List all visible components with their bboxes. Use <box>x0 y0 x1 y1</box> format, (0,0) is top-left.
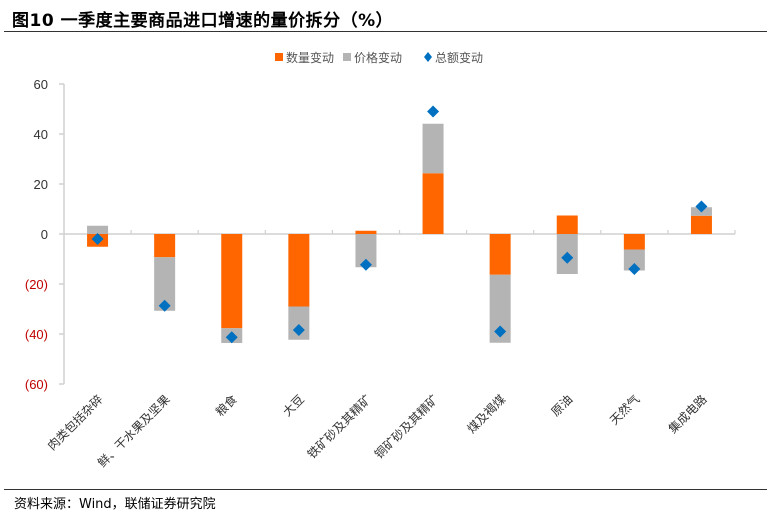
bar-quantity <box>690 215 712 234</box>
marker-total <box>427 105 440 118</box>
marker-total <box>695 200 708 213</box>
bar-quantity <box>355 230 377 234</box>
marker-total <box>292 324 305 336</box>
marker-total <box>359 258 372 271</box>
marker-total <box>225 331 238 344</box>
y-tick-label: 20 <box>34 177 48 192</box>
x-tick-label: 天然气 <box>606 392 642 428</box>
legend-swatch-price <box>343 53 351 61</box>
source-note: 资料来源：Wind，联储证券研究院 <box>14 497 216 512</box>
title-divider <box>4 31 767 32</box>
y-tick-label: 0 <box>41 227 48 242</box>
bar-price <box>355 234 377 268</box>
y-tick-label: 60 <box>34 77 48 92</box>
marker-total <box>494 325 507 338</box>
bar-quantity <box>288 234 310 307</box>
bar-quantity <box>556 215 578 234</box>
bar-price <box>489 274 511 343</box>
bar-price <box>288 306 310 340</box>
y-tick-label: (60) <box>25 377 48 392</box>
x-tick-label: 集成电路 <box>665 392 710 437</box>
y-tick-label: (40) <box>25 327 48 342</box>
x-tick-label: 煤及褐煤 <box>464 392 509 437</box>
legend-label: 数量变动 <box>286 50 334 65</box>
y-tick-label: (20) <box>25 277 48 292</box>
marker-total <box>91 233 104 245</box>
y-tick-label: 40 <box>34 127 48 142</box>
x-tick-label: 铜矿砂及其精矿 <box>371 392 441 462</box>
bar-quantity <box>422 173 444 234</box>
bar-price <box>422 123 444 174</box>
bar-quantity <box>221 234 243 329</box>
bar-quantity <box>154 234 176 258</box>
marker-total <box>561 251 574 264</box>
legend-swatch-total <box>424 52 432 62</box>
x-tick-label: 原油 <box>548 392 575 419</box>
marker-total <box>158 299 171 312</box>
x-tick-label: 肉类包括杂碎 <box>44 392 106 454</box>
legend-swatch-quantity <box>275 53 283 61</box>
bar-price <box>623 249 645 271</box>
legend-label: 价格变动 <box>354 50 402 65</box>
x-tick-label: 粮食 <box>212 392 240 420</box>
bar-quantity <box>623 234 645 250</box>
bar-price <box>154 257 176 311</box>
legend-label: 总额变动 <box>435 50 483 65</box>
footer-divider <box>4 489 767 490</box>
x-tick-label: 鲜、干水果及坚果 <box>95 392 173 470</box>
bar-price <box>87 225 109 234</box>
x-tick-label: 铁矿砂及其精矿 <box>305 392 374 461</box>
x-tick-label: 大豆 <box>280 392 307 419</box>
marker-total <box>628 263 641 275</box>
chart-title: 图10 一季度主要商品进口增速的量价拆分（%） <box>12 11 394 31</box>
bar-quantity <box>489 234 511 275</box>
